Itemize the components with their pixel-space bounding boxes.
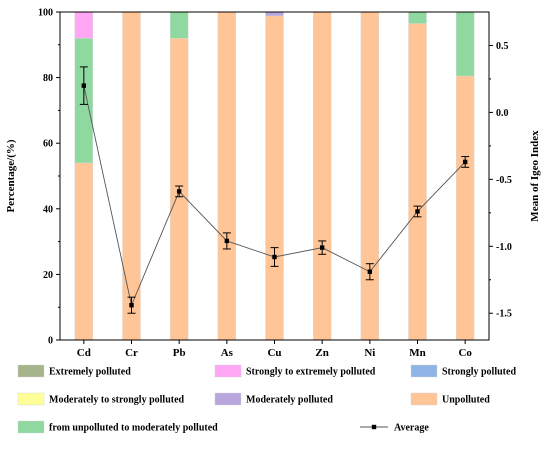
average-point-Co: [462, 159, 468, 165]
bar-Mn-1: [408, 11, 427, 24]
legend-label: Unpolluted: [442, 395, 490, 406]
bar-Co-1: [455, 11, 475, 77]
bar-Mn-0: [408, 23, 427, 341]
legend-label: from unpolluted to moderately polluted: [49, 423, 218, 434]
left-axis-title: Percentage/(%): [5, 139, 17, 212]
bar-Cu-2: [265, 11, 284, 17]
right-tick-label: -1.0: [496, 242, 512, 253]
x-tick-label: Cr: [125, 347, 138, 359]
bar-Cu-0: [265, 15, 284, 341]
legend-swatch: [410, 364, 438, 378]
x-tick-label: Pb: [173, 347, 186, 359]
axes-layer: 0 20 40 60 80 100 -1.5 -1.0 -0.5 0.0 0.5 Cd Cr Pb As Cu…: [5, 8, 541, 360]
bar-Zn-0: [312, 11, 332, 341]
legend-average-marker: [371, 424, 377, 430]
average-point-Ni: [367, 269, 373, 274]
average-point-Mn: [415, 209, 420, 214]
x-tick-label: Cu: [267, 347, 281, 359]
average-line-layer: [79, 66, 470, 314]
legend: Extremely polluted Strongly to extremely …: [17, 364, 516, 434]
average-point-Zn: [319, 245, 325, 250]
legend-swatch: [214, 364, 242, 378]
average-point-Cu: [272, 254, 277, 260]
x-tick-label: Co: [458, 347, 472, 359]
right-tick-label: 0.5: [496, 41, 509, 52]
legend-swatch: [410, 392, 438, 406]
bar-Co-0: [455, 75, 475, 341]
bars-layer: [74, 11, 475, 341]
legend-swatch: [17, 392, 45, 406]
right-tick-label: -1.5: [496, 309, 512, 320]
right-axis-title: Mean of Igeo Index: [529, 130, 541, 222]
average-point-Cr: [129, 302, 134, 308]
right-tick-label: 0.0: [496, 108, 509, 119]
average-point-Cd: [81, 83, 87, 88]
left-tick-label: 40: [43, 204, 53, 215]
right-tick-label: -0.5: [496, 175, 512, 186]
legend-label-average: Average: [394, 423, 429, 434]
legend-swatch: [17, 364, 45, 378]
x-tick-label: Mn: [409, 347, 426, 359]
left-tick-label: 0: [48, 336, 53, 347]
left-tick-label: 100: [38, 8, 53, 19]
left-tick-label: 80: [43, 73, 53, 84]
legend-swatch: [214, 392, 242, 406]
bar-As-0: [217, 11, 237, 341]
bar-Cd-5: [74, 11, 94, 39]
x-tick-label: Zn: [315, 347, 328, 359]
legend-label: Extremely polluted: [49, 367, 131, 378]
x-tick-label: Cd: [77, 347, 91, 359]
legend-label: Moderately polluted: [246, 395, 333, 406]
bar-Ni-0: [360, 11, 380, 341]
bar-Cd-0: [74, 162, 94, 341]
x-tick-label: As: [221, 347, 234, 359]
legend-swatch: [17, 420, 45, 434]
average-point-Pb: [176, 189, 182, 194]
bar-Pb-1: [169, 11, 189, 39]
x-tick-label: Ni: [364, 347, 375, 359]
legend-label: Strongly polluted: [442, 367, 516, 378]
average-point-As: [224, 238, 230, 244]
legend-label: Strongly to extremely polluted: [246, 367, 376, 378]
left-tick-label: 20: [43, 270, 53, 281]
legend-label: Moderately to strongly polluted: [49, 395, 185, 406]
left-tick-label: 60: [43, 139, 53, 150]
